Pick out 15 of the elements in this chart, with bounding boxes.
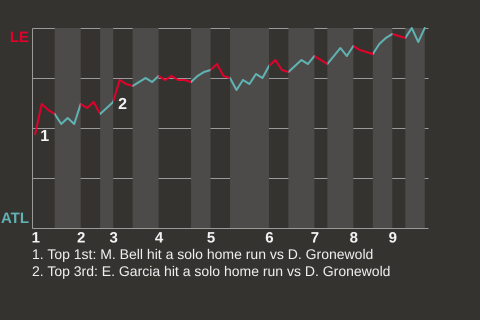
x-tick-label: 9 [388,230,397,246]
x-tick-label: 2 [77,230,86,246]
text: ATL [0,210,29,227]
x-tick-label: 4 [154,230,164,246]
x-tick-label: 5 [206,230,216,246]
x-tick-label: 7 [310,230,320,246]
x-tick-label: 1 [32,230,40,246]
x-tick-label: 3 [109,230,118,246]
annotation: 2 [118,96,128,113]
x-tick-label: 8 [350,230,358,246]
x-tick-label: 6 [265,230,274,246]
annotation: 1 [40,128,50,145]
text: 2. Top 3rd: E. Garcia hit a solo home run vs D. Gronewold [32,263,390,280]
text: LE [10,29,29,46]
text: 1. Top 1st: M. Bell hit a solo home run vs D. Gronewold [32,246,374,263]
